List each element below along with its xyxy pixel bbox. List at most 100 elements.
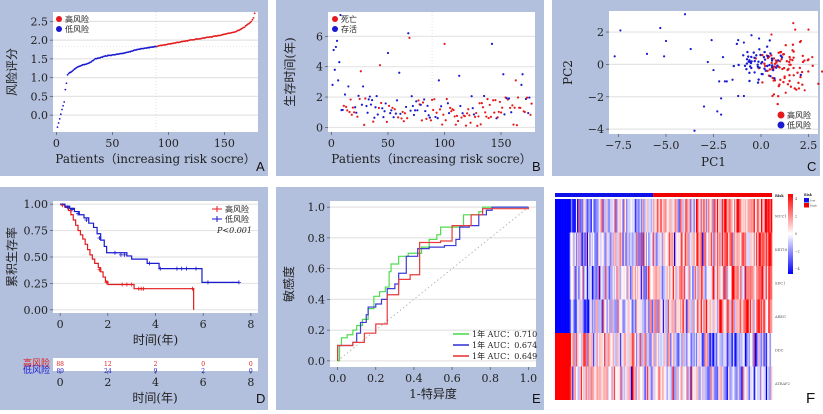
heatmap-cell	[616, 266, 618, 300]
survival-point	[355, 111, 358, 114]
heatmap-cell	[732, 232, 735, 266]
heatmap-cell	[610, 232, 612, 266]
pca-point-low	[742, 54, 745, 57]
survival-point	[441, 123, 444, 126]
pca-point-low	[735, 42, 739, 46]
heatmap-cell	[606, 299, 609, 333]
colorbar	[788, 194, 793, 274]
pca-point-high	[770, 61, 773, 65]
pca-point-high	[799, 75, 802, 79]
heatmap-cell	[757, 366, 759, 400]
heatmap-cell	[740, 199, 742, 233]
heatmap-cell	[733, 266, 736, 300]
heatmap-cell	[709, 366, 712, 400]
survival-point	[486, 98, 489, 101]
heatmap-cell	[591, 299, 594, 333]
heatmap-cell	[759, 333, 762, 367]
heatmap-cell	[634, 266, 637, 300]
heatmap-cell	[644, 199, 647, 233]
heatmap-cell	[573, 299, 575, 333]
heatmap-cell	[693, 266, 696, 300]
heatmap-cell	[752, 199, 754, 233]
heatmap-cell	[626, 232, 628, 266]
x-tick-label: 1.0	[520, 372, 538, 385]
heatmap-cell	[729, 366, 731, 400]
heatmap-cell	[575, 199, 578, 233]
pca-point-high	[801, 83, 804, 86]
heatmap-cell	[718, 333, 720, 367]
survival-point	[393, 108, 396, 111]
heatmap-cell	[694, 232, 697, 266]
heatmap-cell	[705, 266, 708, 300]
heatmap-cell	[729, 199, 731, 233]
y-tick-label: 0.50	[24, 251, 49, 264]
pca-point-low	[683, 13, 687, 16]
risk-table-count: 12	[104, 361, 112, 368]
pca-point-low	[742, 94, 745, 98]
heatmap-cell	[568, 366, 571, 400]
heatmap-cell	[597, 266, 600, 300]
roc-curve-2	[337, 207, 529, 361]
heatmap-cell	[612, 333, 615, 367]
heatmap-cell	[561, 199, 563, 233]
heatmap-cell	[673, 333, 676, 367]
heatmap-cell	[590, 333, 593, 367]
heatmap-cell	[661, 266, 664, 300]
heatmap-cell	[570, 232, 573, 266]
censor-mark	[84, 218, 89, 223]
heatmap-cell	[700, 266, 703, 300]
legend-c-marker	[777, 121, 785, 129]
heatmap-cell	[606, 266, 609, 300]
heatmap-cell	[594, 333, 596, 367]
heatmap-cell	[708, 366, 710, 400]
heatmap-cell	[675, 199, 677, 233]
survival-point	[458, 74, 461, 77]
heatmap-cell	[659, 199, 661, 233]
heatmap-cell	[646, 333, 649, 367]
heatmap-cell	[585, 366, 588, 400]
heatmap-cell	[580, 333, 583, 367]
heatmap-cell	[763, 232, 765, 266]
pca-point-high	[772, 57, 776, 60]
heatmap-cell	[736, 199, 738, 233]
heatmap-cell	[634, 333, 637, 367]
heatmap-cell	[594, 299, 596, 333]
x-tick-label: 8	[247, 318, 254, 331]
heatmap-cell	[557, 199, 559, 233]
heatmap-cell	[577, 366, 579, 400]
heatmap-cell	[558, 232, 561, 266]
heatmap-cell	[577, 333, 579, 367]
heatmap-cell	[646, 232, 649, 266]
heatmap-cell	[725, 232, 727, 266]
pca-point-low	[759, 53, 762, 57]
risk-legend-swatch	[804, 203, 809, 208]
heatmap-cell	[742, 366, 745, 400]
heatmap-cell	[600, 266, 602, 300]
heatmap-cell	[591, 333, 594, 367]
heatmap-cell	[610, 366, 612, 400]
pca-point-low	[768, 39, 771, 42]
risk-table-tick-label: 0	[57, 376, 64, 389]
heatmap-cell	[578, 266, 580, 300]
heatmap-cell	[650, 266, 653, 300]
heatmap-cell	[678, 266, 681, 300]
heatmap-cell	[643, 199, 645, 233]
risk-point	[90, 61, 92, 63]
heatmap-cell	[736, 232, 738, 266]
survival-point	[401, 110, 404, 114]
heatmap-cell	[708, 232, 710, 266]
pca-point-high	[766, 69, 769, 73]
heatmap-cell	[670, 366, 672, 400]
pca-point-low	[776, 64, 779, 67]
heatmap-cell	[770, 266, 773, 300]
heatmap-cell	[616, 333, 618, 367]
heatmap-cell	[628, 232, 631, 266]
heatmap-cell	[618, 366, 621, 400]
heatmap-cell	[672, 266, 675, 300]
heatmap-cell	[649, 366, 651, 400]
survival-point	[436, 116, 439, 120]
survival-point	[515, 124, 519, 127]
survival-point	[450, 110, 453, 113]
heatmap-cell	[705, 232, 708, 266]
heatmap-cell	[686, 266, 688, 300]
